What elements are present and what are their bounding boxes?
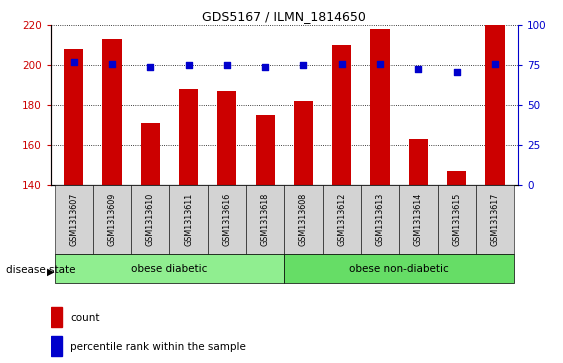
Point	[146, 64, 155, 70]
Bar	[51, 336, 62, 356]
FancyBboxPatch shape	[361, 185, 399, 254]
Text: GSM1313616: GSM1313616	[222, 193, 231, 246]
FancyBboxPatch shape	[169, 185, 208, 254]
Point	[222, 62, 231, 68]
Point	[414, 66, 423, 72]
Bar	[370, 29, 390, 185]
Point	[184, 62, 193, 68]
Bar	[102, 39, 122, 185]
Text: GSM1313617: GSM1313617	[490, 193, 499, 246]
Point	[108, 61, 117, 67]
FancyBboxPatch shape	[284, 254, 514, 283]
FancyBboxPatch shape	[246, 185, 284, 254]
Text: GSM1313615: GSM1313615	[452, 193, 461, 246]
Point	[69, 59, 78, 65]
FancyBboxPatch shape	[437, 185, 476, 254]
Point	[261, 64, 270, 70]
Point	[376, 61, 385, 67]
FancyBboxPatch shape	[399, 185, 437, 254]
Bar	[447, 171, 466, 185]
Bar	[217, 91, 236, 185]
Text: count: count	[70, 313, 100, 323]
Text: GSM1313607: GSM1313607	[69, 193, 78, 246]
Bar	[294, 101, 313, 185]
Text: percentile rank within the sample: percentile rank within the sample	[70, 342, 246, 352]
Bar	[332, 45, 351, 185]
Bar	[409, 139, 428, 185]
FancyBboxPatch shape	[208, 185, 246, 254]
Bar	[179, 89, 198, 185]
FancyBboxPatch shape	[323, 185, 361, 254]
Point	[299, 62, 308, 68]
Text: GSM1313609: GSM1313609	[108, 193, 117, 246]
FancyBboxPatch shape	[476, 185, 514, 254]
Title: GDS5167 / ILMN_1814650: GDS5167 / ILMN_1814650	[202, 10, 367, 23]
Point	[452, 69, 461, 75]
Text: ▶: ▶	[47, 266, 54, 277]
Bar	[256, 115, 275, 185]
Text: GSM1313612: GSM1313612	[337, 193, 346, 246]
Text: GSM1313614: GSM1313614	[414, 193, 423, 246]
Text: GSM1313611: GSM1313611	[184, 193, 193, 246]
Bar	[51, 307, 62, 327]
Bar	[485, 25, 504, 185]
FancyBboxPatch shape	[131, 185, 169, 254]
Text: GSM1313613: GSM1313613	[376, 193, 385, 246]
Point	[490, 61, 499, 67]
FancyBboxPatch shape	[93, 185, 131, 254]
FancyBboxPatch shape	[55, 254, 284, 283]
Bar	[64, 49, 83, 185]
Text: GSM1313618: GSM1313618	[261, 193, 270, 246]
FancyBboxPatch shape	[55, 185, 93, 254]
Text: obese non-diabetic: obese non-diabetic	[350, 264, 449, 274]
Text: disease state: disease state	[6, 265, 75, 276]
Point	[337, 61, 346, 67]
Bar	[141, 123, 160, 185]
Text: GSM1313610: GSM1313610	[146, 193, 155, 246]
Text: obese diabetic: obese diabetic	[131, 264, 208, 274]
Text: GSM1313608: GSM1313608	[299, 193, 308, 246]
FancyBboxPatch shape	[284, 185, 323, 254]
